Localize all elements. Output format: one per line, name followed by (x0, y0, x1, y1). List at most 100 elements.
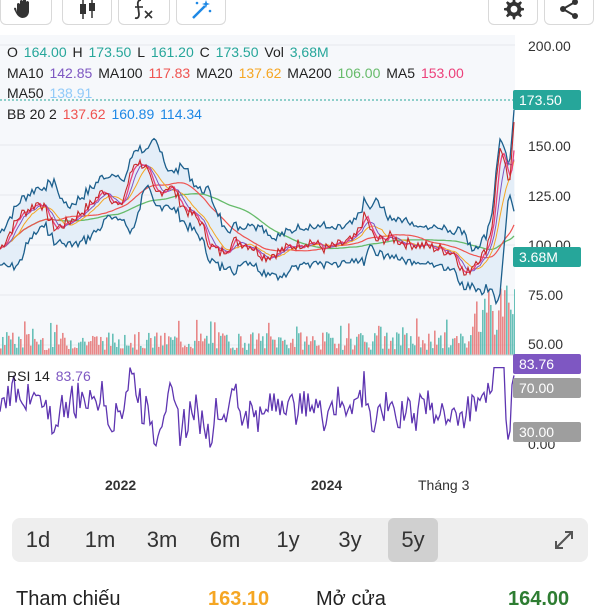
range-3y[interactable]: 3y (338, 527, 362, 552)
range-5y[interactable]: 5y (388, 518, 438, 562)
volume-bar (480, 331, 482, 355)
volume-bar (260, 340, 262, 355)
volume-bar (96, 336, 98, 355)
volume-bar (484, 298, 486, 355)
volume-bar (228, 341, 230, 355)
ma100-label: MA100 (98, 65, 143, 81)
volume-bar (264, 348, 266, 355)
volume-bar (432, 348, 434, 355)
ohlc-legend: O 164.00 H 173.50 L 161.20 C 173.50 Vol … (7, 44, 331, 60)
range-3m[interactable]: 3m (146, 527, 178, 552)
volume-bar (212, 342, 214, 355)
bb-upper-value: 160.89 (111, 106, 155, 122)
volume-bar (500, 288, 502, 355)
volume-bar (98, 344, 100, 355)
volume-bar (146, 339, 148, 355)
volume-bar (396, 332, 398, 355)
volume-bar (136, 349, 138, 355)
volume-bar (140, 345, 142, 355)
ma100-line (0, 182, 515, 259)
volume-bar (436, 344, 438, 355)
volume-bar (218, 332, 220, 355)
volume-bar (272, 339, 274, 355)
drawing-tools-button[interactable] (176, 0, 226, 25)
volume-bar (18, 336, 20, 355)
volume-bar (134, 334, 136, 355)
volume-bar (164, 332, 166, 355)
volume-bar (184, 345, 186, 355)
volume-bar (186, 346, 188, 355)
volume-bar (464, 343, 466, 355)
volume-bar (402, 327, 404, 355)
volume-bar (94, 336, 96, 355)
volume-bar (444, 332, 446, 355)
volume-bar (346, 338, 348, 355)
volume-bar (510, 309, 512, 355)
chart-type-button[interactable] (62, 0, 112, 25)
volume-bar (250, 334, 252, 355)
volume-bar (430, 341, 432, 355)
time-axis-label: 2022 (105, 477, 137, 493)
low-label: L (137, 44, 146, 60)
pan-tool-button[interactable] (0, 0, 52, 25)
volume-bar (54, 332, 56, 355)
volume-bar (108, 332, 110, 355)
volume-bar (12, 332, 14, 355)
volume-bar (6, 332, 8, 355)
rsi-line (0, 366, 515, 448)
volume-bar (46, 349, 48, 355)
volume-bar (158, 346, 160, 355)
ma5-label: MA5 (386, 65, 416, 81)
volume-bar (496, 329, 498, 355)
volume-bar (412, 343, 414, 355)
indicators-button[interactable] (118, 0, 170, 25)
volume-bar (106, 337, 108, 355)
volume-bar (204, 338, 206, 355)
share-button[interactable] (544, 0, 594, 25)
volume-bar (240, 336, 242, 355)
range-6m[interactable]: 6m (209, 527, 241, 552)
range-1y[interactable]: 1y (276, 527, 300, 552)
volume-bar (470, 335, 472, 355)
volume-bar (24, 321, 26, 355)
range-1m[interactable]: 1m (84, 527, 116, 552)
volume-bar (514, 289, 515, 355)
price-chart[interactable] (0, 35, 515, 465)
volume-bar (138, 332, 140, 355)
share-icon (560, 0, 578, 19)
volume-bar (388, 348, 390, 355)
volume-bar (30, 345, 32, 355)
volume-bar (418, 336, 420, 355)
volume-bar (8, 335, 10, 355)
candlestick-icon (80, 0, 95, 19)
open-label: O (7, 44, 18, 60)
volume-bar (332, 337, 334, 355)
chart-settings-button[interactable] (488, 0, 538, 25)
high-value: 173.50 (88, 44, 132, 60)
indicator-fx-icon (134, 0, 153, 20)
volume-bar (466, 347, 468, 355)
volume-bar (56, 324, 58, 355)
volume-bar (310, 341, 312, 355)
volume-bar (486, 312, 488, 355)
volume-bar (76, 347, 78, 355)
settings-gear-icon (504, 0, 524, 20)
ma50-label: MA50 (7, 85, 44, 101)
volume-bar (282, 340, 284, 355)
volume-bar (68, 348, 70, 355)
volume-bar (506, 285, 508, 355)
volume-bar (324, 341, 326, 355)
volume-bar (242, 347, 244, 355)
volume-bar (32, 328, 34, 355)
range-1d[interactable]: 1d (25, 527, 51, 552)
volume-bar (442, 348, 444, 355)
volume-bar (188, 343, 190, 355)
volume-bar (474, 313, 476, 355)
volume-bar (236, 347, 238, 355)
fullscreen-button[interactable] (542, 518, 586, 562)
volume-bar (318, 345, 320, 355)
volume-bar (118, 339, 120, 355)
ma50-value: 138.91 (49, 85, 93, 101)
volume-bar (132, 347, 134, 355)
volume-bar (152, 347, 154, 355)
